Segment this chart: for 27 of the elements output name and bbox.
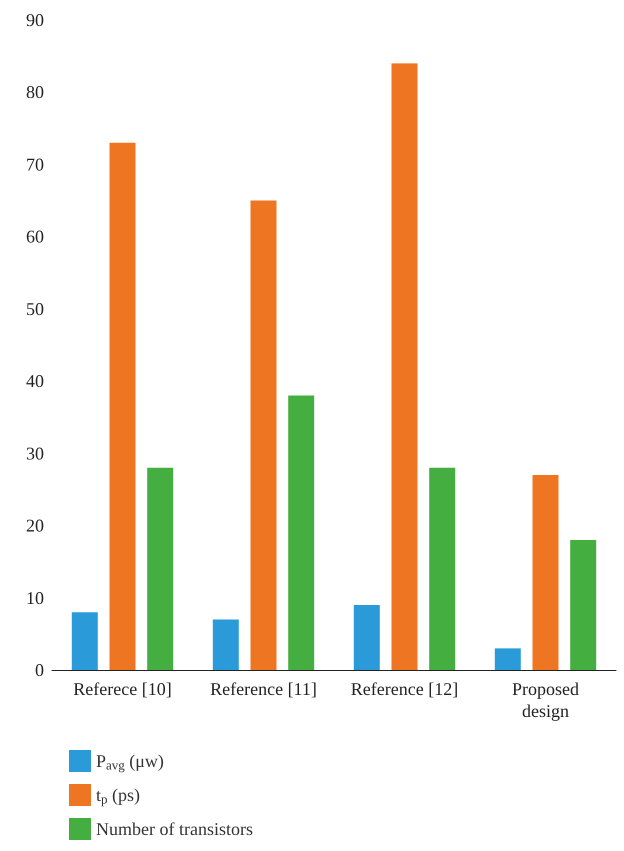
x-tick-label: Proposed design <box>512 679 579 721</box>
bar <box>288 396 314 670</box>
legend-label: Number of transistors <box>96 819 253 839</box>
y-tick-label: 80 <box>26 82 44 102</box>
y-tick-label: 50 <box>26 298 44 319</box>
bar <box>354 605 380 670</box>
bar <box>250 200 276 670</box>
y-tick-label: 40 <box>26 371 44 392</box>
y-tick-label: 0 <box>35 660 44 680</box>
y-tick-label: 10 <box>26 588 44 608</box>
bar <box>532 475 558 670</box>
y-tick-label: 90 <box>26 10 44 30</box>
bar <box>494 648 521 670</box>
bar <box>212 619 239 670</box>
bar <box>147 468 174 670</box>
y-tick-label: 30 <box>26 443 44 464</box>
y-tick-label: 60 <box>26 226 44 247</box>
y-tick-label: 70 <box>26 154 44 174</box>
y-tick-label: 20 <box>26 516 44 536</box>
bar <box>570 540 596 670</box>
x-tick-label: Referece [10] <box>73 679 172 699</box>
x-tick-label: Reference [12] <box>350 679 458 699</box>
bar <box>392 63 418 670</box>
bar <box>110 142 136 670</box>
bar <box>72 612 98 670</box>
x-tick-label: Reference [11] <box>210 679 317 699</box>
bar <box>429 468 456 670</box>
